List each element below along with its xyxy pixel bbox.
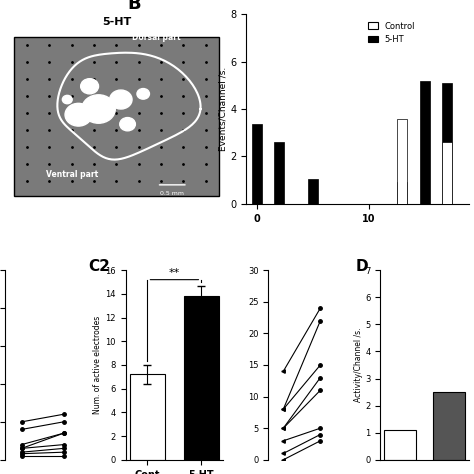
Text: Ventral part: Ventral part <box>46 170 98 179</box>
Text: **: ** <box>169 268 180 278</box>
Bar <box>384 430 416 460</box>
Circle shape <box>81 79 99 94</box>
Bar <box>308 179 318 204</box>
Legend: Control, 5-HT: Control, 5-HT <box>364 18 418 47</box>
Bar <box>419 81 429 204</box>
Circle shape <box>82 95 115 123</box>
Circle shape <box>109 90 132 109</box>
FancyBboxPatch shape <box>14 37 219 196</box>
Bar <box>130 374 165 460</box>
Circle shape <box>63 95 72 104</box>
Y-axis label: Activity/Channel /s.: Activity/Channel /s. <box>354 328 363 402</box>
Text: 0.5 mm: 0.5 mm <box>160 191 184 197</box>
Bar <box>274 142 284 204</box>
Text: 5-HT: 5-HT <box>102 17 131 27</box>
Text: B: B <box>128 0 141 13</box>
Bar <box>442 83 452 204</box>
Text: Dorsal part: Dorsal part <box>132 33 181 42</box>
Bar <box>397 182 407 204</box>
Bar <box>442 142 452 204</box>
Bar <box>433 392 465 460</box>
Text: C2: C2 <box>88 259 110 274</box>
Y-axis label: Num. of active electrodes: Num. of active electrodes <box>93 316 102 414</box>
Bar <box>184 296 219 460</box>
Y-axis label: Events/Channel /s.: Events/Channel /s. <box>218 67 227 151</box>
Circle shape <box>120 118 136 131</box>
Bar <box>252 125 262 204</box>
Text: D: D <box>356 259 368 274</box>
Circle shape <box>65 103 92 126</box>
Circle shape <box>137 89 149 99</box>
Bar <box>397 118 407 204</box>
